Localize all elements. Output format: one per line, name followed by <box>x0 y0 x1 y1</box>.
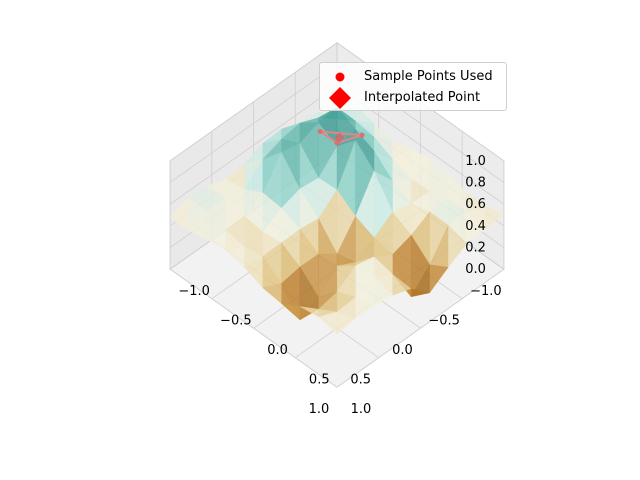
gridline <box>169 268 338 388</box>
sample-points <box>316 129 365 146</box>
surface <box>169 92 505 335</box>
y-tick-label: −1.0 <box>178 284 210 299</box>
gridline <box>336 268 505 388</box>
legend-label-sample: Sample Points Used <box>364 69 493 84</box>
surface-facet <box>373 275 393 307</box>
surface-facet <box>411 288 430 298</box>
surface-facet <box>336 311 356 335</box>
legend: Sample Points Used Interpolated Point <box>319 62 507 111</box>
gridline <box>169 42 505 162</box>
sample-point <box>317 129 323 135</box>
interpolated-point <box>334 132 345 143</box>
x-tick-label: −1.0 <box>470 284 502 299</box>
circle-marker-icon <box>335 72 345 82</box>
legend-label-interpolated: Interpolated Point <box>364 90 481 105</box>
y-tick-label: 1.0 <box>351 402 372 417</box>
y-tick-label: 0.0 <box>267 343 288 358</box>
surface-facet <box>485 205 505 230</box>
surface-facet <box>466 210 486 245</box>
x-tick-label: 0.0 <box>392 343 413 358</box>
surface-facet <box>429 264 449 294</box>
y-tick-label: −0.5 <box>220 314 252 329</box>
surface-facet <box>355 296 375 319</box>
diamond-marker-icon <box>329 87 351 109</box>
z-tick-label: 0.8 <box>465 175 486 190</box>
z-tick-label: 0.2 <box>465 241 486 256</box>
surface-facet <box>448 224 468 268</box>
surface-facet <box>262 283 282 304</box>
x-tick-label: −0.5 <box>428 314 460 329</box>
surface-facet <box>392 273 412 296</box>
surface-facet <box>188 210 208 241</box>
surface-facet <box>206 229 226 252</box>
z-tick-label: 0.6 <box>465 197 486 212</box>
x-tick-label: 0.5 <box>350 373 371 388</box>
y-tick-label: 0.5 <box>309 373 330 388</box>
z-tick-label: 1.0 <box>465 154 486 169</box>
legend-item-interpolated: Interpolated Point <box>320 87 506 109</box>
sample-point <box>359 132 365 138</box>
tick-labels: −1.0 −1.0 −0.5 −0.5 0.0 0.0 0.5 0.5 1.0 1.0 0.0 0.2… <box>178 154 501 417</box>
sample-triangle-outline <box>316 130 363 145</box>
z-tick-label: 0.4 <box>465 219 486 234</box>
z-tick-label: 0.0 <box>465 262 486 277</box>
x-tick-label: 1.0 <box>309 402 330 417</box>
legend-item-sample: Sample Points Used <box>320 67 506 87</box>
surface-facet <box>225 246 245 268</box>
sample-point <box>334 140 340 146</box>
surface-facet <box>299 306 319 318</box>
